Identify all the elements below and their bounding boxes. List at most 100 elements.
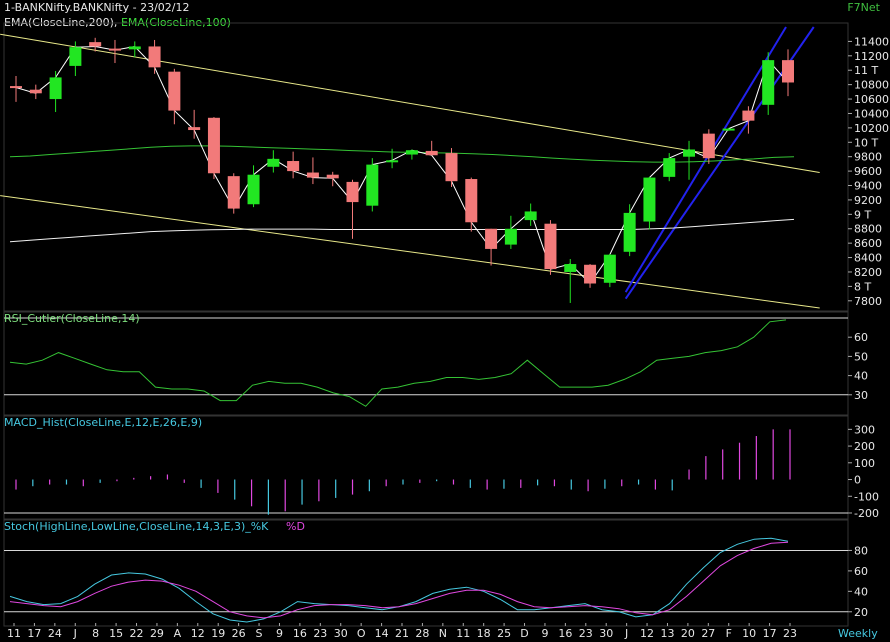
candle [603,253,616,288]
candle-body [267,158,280,167]
x-axis-label: J [624,627,628,640]
price-tick-label: 9600 [854,165,882,178]
macd-tick-label: -100 [854,490,879,503]
candle-body [29,89,42,94]
price-tick-label: 9200 [854,194,882,207]
stoch-d-line [9,541,789,619]
candle-body [623,212,636,252]
candle [623,204,636,257]
candle-body [49,77,62,100]
x-axis-label: O [357,627,366,640]
x-axis-label: 30 [334,627,348,640]
candle-body [386,160,399,163]
price-tick-label: 8200 [854,266,882,279]
x-axis-label: J [73,627,77,640]
x-axis-label: 28 [415,627,429,640]
price-tick-label: 10 T [854,136,878,149]
price-tick-label: 11400 [854,35,889,48]
x-axis-label: F [726,627,732,640]
candle-body [346,181,359,203]
x-axis-label: D [520,627,528,640]
panel-frame [3,519,849,627]
candle-body [465,179,478,223]
candle [148,39,161,74]
price-tick-label: 10400 [854,107,889,120]
candle-body [524,211,537,221]
candle [445,148,458,187]
x-axis-label: 27 [701,627,715,640]
price-tick-label: 7800 [854,295,882,308]
panel-frame [3,22,849,312]
candle-body [287,161,300,172]
x-axis-label: N [439,627,447,640]
period-label: Weekly [838,627,878,640]
candle [584,264,597,288]
candle [643,176,656,230]
x-axis-label: 21 [395,627,409,640]
price-tick-label: 10200 [854,122,889,135]
price-tick-label: 10800 [854,79,889,92]
price-tick-label: 9400 [854,180,882,193]
candle-body [128,46,141,50]
candle-body [405,150,418,155]
candle [524,203,537,226]
candle [425,140,438,156]
rsi-line [9,319,787,407]
stoch-d-label: %D [286,520,305,533]
candle-body [10,86,22,89]
x-axis-label: 18 [477,627,491,640]
candle-body [722,128,735,131]
support-trendline [0,195,820,309]
x-axis-label: 29 [150,627,164,640]
x-axis-label: 23 [313,627,327,640]
x-axis-label: 26 [232,627,246,640]
candle-body [782,60,794,83]
candle [306,157,319,185]
candle-body [683,149,696,157]
candle [742,106,755,134]
candle-body [108,48,121,51]
candle [247,165,260,208]
x-axis-label: 23 [579,627,593,640]
candle [108,39,121,64]
candle-body [702,133,715,159]
price-tick-label: 8 T [854,280,871,293]
candle [49,70,62,113]
x-axis-label: 22 [130,627,144,640]
x-axis-label: 8 [92,627,99,640]
candle-body [564,264,577,272]
candle [366,158,379,212]
price-tick-label: 8400 [854,252,882,265]
x-axis-label: 9 [541,627,548,640]
candle [782,49,794,97]
x-axis-label: 11 [456,627,470,640]
rsi-tick-label: 40 [854,370,868,383]
candle [267,150,280,173]
candle [485,228,498,266]
x-axis-label: 11 [7,627,21,640]
price-tick-label: 8600 [854,237,882,250]
candle-body [306,172,319,178]
candle [287,151,300,179]
candle [504,215,517,249]
rsi-tick-label: 60 [854,331,868,344]
candle [227,173,240,214]
candle-body [227,176,240,209]
candle-body [504,228,517,245]
x-axis-label: 24 [48,627,62,640]
x-axis-label: 14 [375,627,389,640]
candle [702,129,715,164]
x-axis-label: S [256,627,263,640]
stoch-tick-label: 40 [854,585,868,598]
candle-body [168,71,181,111]
x-axis-label: 12 [640,627,654,640]
candle-body [188,127,201,131]
candle [89,37,102,52]
rsi-tick-label: 30 [854,389,868,402]
stoch-tick-label: 20 [854,606,868,619]
brand-label: F7Net [847,1,880,14]
candle-body [643,177,656,222]
candle [207,117,220,180]
x-axis-label: 16 [293,627,307,640]
